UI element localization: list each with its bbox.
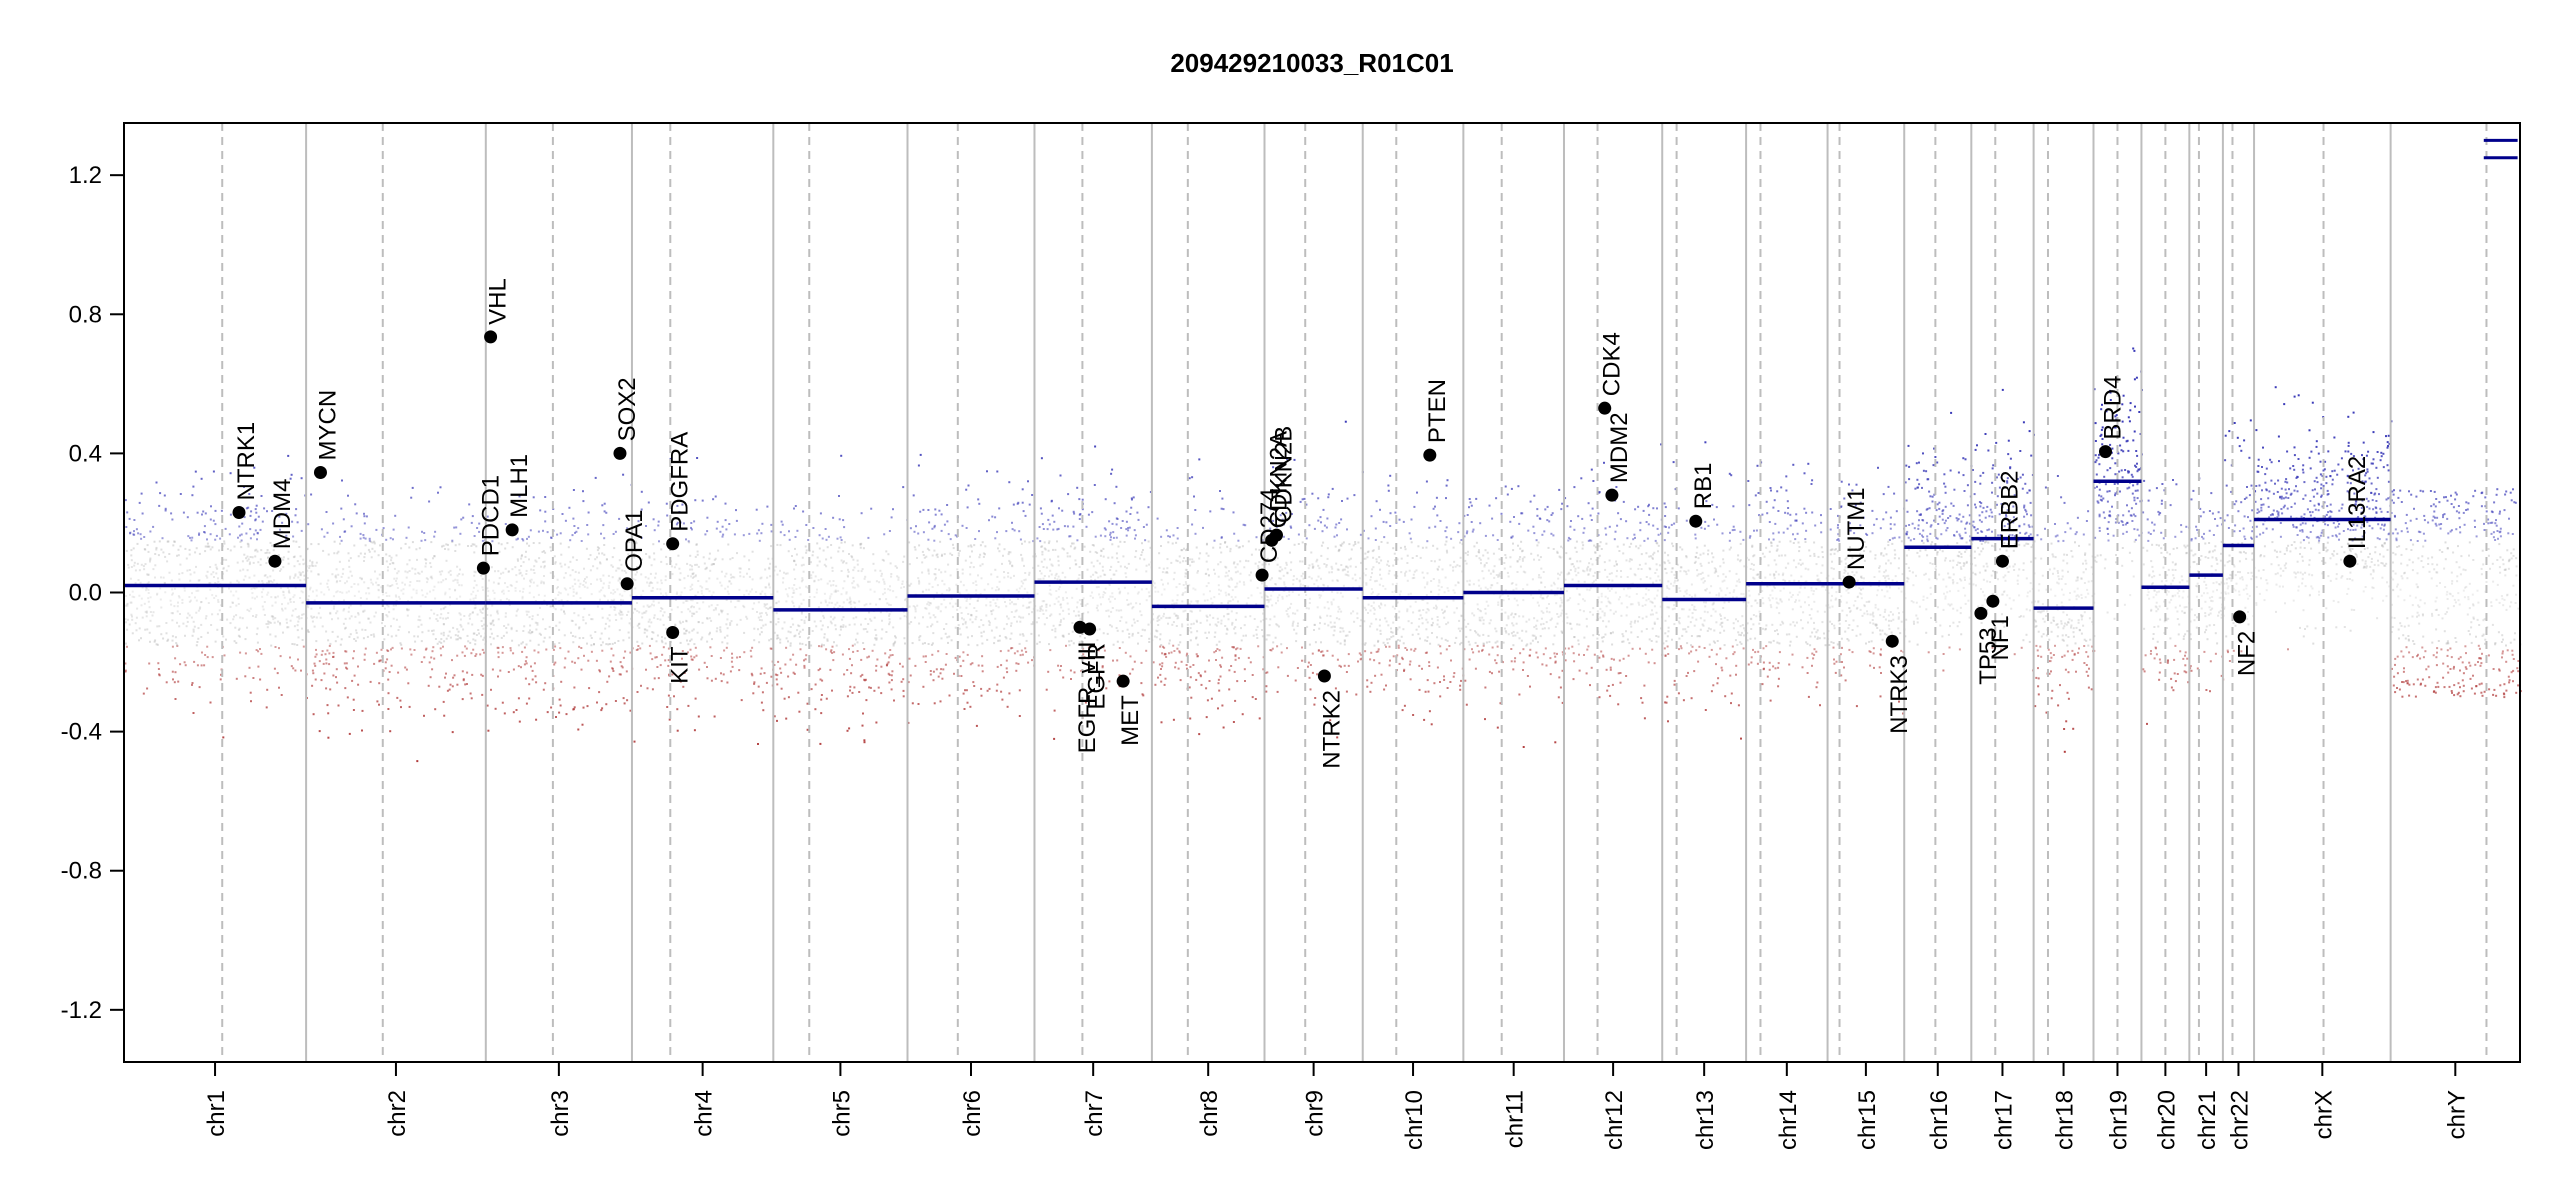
gene-point-ntrk1 bbox=[232, 506, 246, 520]
gene-label-opa1: OPA1 bbox=[621, 510, 648, 572]
gene-point-rb1 bbox=[1689, 514, 1703, 528]
gene-label-mlh1: MLH1 bbox=[506, 454, 533, 518]
chromosome-boundaries-layer bbox=[221, 123, 2488, 1062]
chromosome-label-chr11: chr11 bbox=[1502, 1090, 1529, 1148]
gene-label-pdgfra: PDGFRA bbox=[667, 432, 694, 532]
y-tick-label: -0.8 bbox=[61, 858, 102, 885]
gene-point-egfr bbox=[1083, 622, 1097, 636]
gene-point-nf1 bbox=[1986, 594, 2000, 608]
gene-label-pten: PTEN bbox=[1424, 379, 1451, 443]
plot-frame bbox=[123, 122, 2521, 1063]
gene-label-mycn: MYCN bbox=[315, 390, 342, 461]
chromosome-label-chr7: chr7 bbox=[1081, 1090, 1108, 1137]
gene-point-mlh1 bbox=[505, 523, 519, 537]
gene-label-nf1: NF1 bbox=[1987, 615, 2014, 660]
gene-point-nutm1 bbox=[1842, 575, 1856, 589]
y-tick-label: 0.4 bbox=[69, 440, 102, 467]
chromosome-label-chrY: chrY bbox=[2443, 1090, 2470, 1139]
y-axis: 1.2 0.8 0.4 0.0 -0.4 -0.8 -1.2 bbox=[61, 162, 124, 1024]
gene-label-vhl: VHL bbox=[485, 278, 512, 325]
gene-point-opa1 bbox=[620, 577, 634, 591]
gene-point-tp53 bbox=[1974, 606, 1988, 620]
gene-label-pdcd1: PDCD1 bbox=[477, 475, 504, 556]
chromosome-label-chr21: chr21 bbox=[2194, 1090, 2221, 1150]
chromosome-label-chr1: chr1 bbox=[203, 1090, 230, 1137]
gene-point-cdkn2b bbox=[1269, 528, 1283, 542]
gene-label-nutm1: NUTM1 bbox=[1843, 487, 1870, 570]
gene-label-sox2: SOX2 bbox=[614, 377, 641, 441]
gene-label-erbb2: ERBB2 bbox=[1997, 470, 2024, 549]
chromosome-label-chr12: chr12 bbox=[1601, 1090, 1628, 1150]
chromosome-label-chr8: chr8 bbox=[1196, 1090, 1223, 1137]
gene-point-pdcd1 bbox=[476, 561, 490, 575]
gene-point-mdm4 bbox=[268, 554, 282, 568]
gene-markers-layer: NTRK1 MDM4 MYCN PDCD1 VHL MLH1 OPA1 SOX2 PDGFRA K… bbox=[232, 278, 2371, 769]
gene-point-met bbox=[1116, 674, 1130, 688]
gene-point-mdm2 bbox=[1605, 488, 1619, 502]
chromosome-label-chr13: chr13 bbox=[1692, 1090, 1719, 1150]
chromosome-label-chr22: chr22 bbox=[2227, 1090, 2254, 1150]
y-tick-label: 1.2 bbox=[69, 162, 102, 189]
gene-point-nf2 bbox=[2233, 610, 2247, 624]
gene-label-brd4: BRD4 bbox=[2100, 376, 2127, 440]
chromosome-label-chr3: chr3 bbox=[547, 1090, 574, 1137]
chromosome-label-chr18: chr18 bbox=[2052, 1090, 2079, 1150]
gene-label-cdkn2b: CDKN2B bbox=[1271, 426, 1298, 523]
gene-point-vhl bbox=[484, 330, 498, 344]
chromosome-label-chr9: chr9 bbox=[1302, 1090, 1329, 1137]
chromosome-label-chr20: chr20 bbox=[2153, 1090, 2180, 1150]
gene-label-ntrk3: NTRK3 bbox=[1886, 655, 1913, 734]
chromosome-label-chr16: chr16 bbox=[1926, 1090, 1953, 1150]
chart-title: 209429210033_R01C01 bbox=[1170, 48, 1453, 78]
y-tick-label: 0.0 bbox=[69, 580, 102, 607]
gene-label-cdk4: CDK4 bbox=[1599, 332, 1626, 396]
gene-label-tp53: TP53 bbox=[1975, 627, 2002, 684]
gene-point-sox2 bbox=[613, 446, 627, 460]
gene-label-egfr: EGFR bbox=[1084, 643, 1111, 710]
gene-label-met: MET bbox=[1117, 695, 1144, 746]
chromosome-label-chrX: chrX bbox=[2310, 1090, 2337, 1139]
gene-label-il13ra2: IL13RA2 bbox=[2344, 456, 2371, 549]
chromosome-label-chr4: chr4 bbox=[691, 1090, 718, 1137]
gene-point-il13ra2 bbox=[2343, 554, 2357, 568]
x-axis: chr1 chr2 chr3 chr4 chr5 chr6 chr7 chr8 chr9 chr1… bbox=[203, 1062, 2470, 1150]
chromosome-label-chr5: chr5 bbox=[828, 1090, 855, 1137]
chromosome-label-chr10: chr10 bbox=[1401, 1090, 1428, 1150]
chromosome-label-chr15: chr15 bbox=[1854, 1090, 1881, 1150]
gene-point-pdgfra bbox=[666, 537, 680, 551]
gene-point-mycn bbox=[313, 466, 327, 480]
gene-point-egfr_viii bbox=[1073, 620, 1087, 634]
gene-label-nf2: NF2 bbox=[2234, 631, 2261, 676]
y-tick-label: -0.4 bbox=[61, 719, 102, 746]
gene-label-mdm2: MDM2 bbox=[1606, 412, 1633, 483]
chromosome-label-chr14: chr14 bbox=[1775, 1090, 1802, 1150]
gene-label-egfr_viii: EGFR_vIII bbox=[1074, 641, 1101, 753]
gene-label-cd274: CD274 bbox=[1256, 488, 1283, 563]
y-tick-label: -1.2 bbox=[61, 997, 102, 1024]
gene-label-rb1: RB1 bbox=[1690, 463, 1717, 510]
gene-point-brd4 bbox=[2098, 445, 2112, 459]
chromosome-label-chr17: chr17 bbox=[1991, 1090, 2018, 1150]
gene-label-kit: KIT bbox=[667, 646, 694, 684]
chromosome-label-chr6: chr6 bbox=[959, 1090, 986, 1137]
chromosome-label-chr2: chr2 bbox=[384, 1090, 411, 1137]
chromosome-label-chr19: chr19 bbox=[2106, 1090, 2133, 1150]
gene-point-ntrk3 bbox=[1885, 634, 1899, 648]
gene-point-erbb2 bbox=[1995, 554, 2009, 568]
gene-label-cdkn2a: CDKN2A bbox=[1266, 431, 1293, 528]
y-tick-label: 0.8 bbox=[69, 301, 102, 328]
probe-points-layer bbox=[124, 347, 2522, 763]
gene-point-cdk4 bbox=[1598, 401, 1612, 415]
gene-point-pten bbox=[1423, 448, 1437, 462]
gene-label-ntrk2: NTRK2 bbox=[1318, 690, 1345, 769]
gene-label-ntrk1: NTRK1 bbox=[233, 422, 260, 501]
segments-layer bbox=[124, 138, 2518, 612]
gene-point-cd274 bbox=[1255, 568, 1269, 582]
gene-label-mdm4: MDM4 bbox=[269, 479, 296, 550]
gene-point-kit bbox=[666, 625, 680, 639]
gene-point-ntrk2 bbox=[1317, 669, 1331, 683]
